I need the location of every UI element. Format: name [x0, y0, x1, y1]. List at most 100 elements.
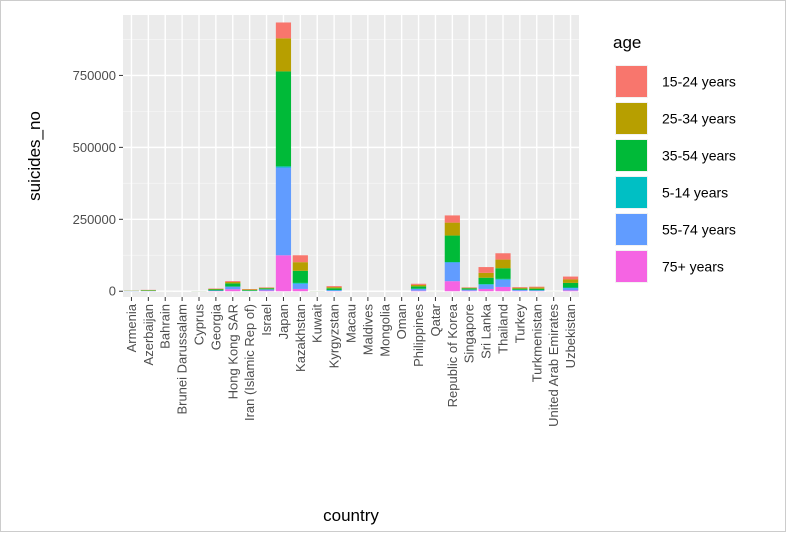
x-tick-label: Thailand — [496, 304, 511, 354]
x-tick-label: Kyrgyzstan — [327, 304, 342, 368]
x-tick-label: Maldives — [360, 304, 375, 356]
bar-segment — [327, 286, 342, 287]
bar-segment — [529, 289, 544, 290]
x-tick-label: Turkmenistan — [529, 304, 544, 382]
bar-segment — [242, 290, 257, 291]
bar-segment — [259, 288, 274, 289]
bar-segment — [276, 22, 291, 38]
x-axis-title: country — [323, 506, 379, 525]
bar-segment — [479, 289, 494, 291]
bar-segment — [411, 289, 426, 291]
y-tick-label: 750000 — [73, 68, 116, 83]
x-tick-label: Bahrain — [158, 304, 173, 349]
bar-segment — [276, 166, 291, 167]
bar-segment — [462, 288, 477, 289]
legend-swatch — [616, 177, 647, 208]
bar-segment — [293, 283, 308, 284]
x-tick-label: Republic of Korea — [445, 303, 460, 407]
x-tick-label: Mongolia — [377, 303, 392, 357]
bar-segment — [512, 288, 527, 289]
bar-segment — [495, 287, 510, 291]
bar-segment — [293, 271, 308, 283]
bar-segment — [327, 288, 342, 290]
bar-segment — [495, 280, 510, 287]
bar-segment — [445, 281, 460, 291]
bar-segment — [327, 287, 342, 288]
legend-label: 75+ years — [662, 259, 724, 275]
x-tick-label: Azerbaijan — [141, 304, 156, 365]
bar-segment — [495, 268, 510, 279]
bar-segment — [242, 290, 257, 291]
y-tick-label: 0 — [109, 284, 116, 299]
bar-segment — [495, 253, 510, 259]
bar-segment — [208, 289, 223, 290]
bar-segment — [293, 284, 308, 289]
legend-label: 35-54 years — [662, 148, 736, 164]
bar-segment — [293, 255, 308, 262]
x-tick-label: Sri Lanka — [479, 303, 494, 359]
bar-segment — [225, 289, 240, 291]
legend-label: 25-34 years — [662, 111, 736, 127]
legend-swatch — [616, 140, 647, 171]
bar-segment — [225, 282, 240, 283]
bar-segment — [563, 283, 578, 288]
bar-segment — [225, 281, 240, 282]
bar-segment — [512, 290, 527, 291]
bar-segment — [529, 287, 544, 288]
bar-segment — [208, 290, 223, 291]
bar-segment — [259, 288, 274, 289]
bar-segment — [512, 289, 527, 290]
bar-segment — [479, 284, 494, 285]
bar-segment — [411, 286, 426, 288]
x-tick-label: United Arab Emirates — [546, 304, 561, 427]
x-tick-label: Georgia — [208, 303, 223, 350]
x-tick-label: Macau — [344, 304, 359, 343]
bar-segment — [293, 262, 308, 271]
legend: age 15-24 years 25-34 years 35-54 years 5-1… — [613, 33, 736, 283]
x-tick-label: Qatar — [428, 303, 443, 336]
x-tick-label: Philippines — [411, 304, 426, 367]
y-tick-label: 500000 — [73, 140, 116, 155]
legend-swatch — [616, 251, 647, 282]
x-tick-label: Singapore — [462, 304, 477, 363]
bar-segment — [479, 273, 494, 278]
bar-segment — [512, 287, 527, 288]
legend-swatch — [616, 103, 647, 134]
bar-segment — [276, 71, 291, 166]
x-tick-label: Cyprus — [192, 304, 207, 346]
bar-segment — [479, 267, 494, 273]
bar-segment — [495, 279, 510, 280]
bar-segment — [479, 285, 494, 289]
bar-segment — [445, 262, 460, 281]
x-tick-label: Uzbekistan — [563, 304, 578, 368]
legend-label: 5-14 years — [662, 185, 728, 201]
bar-segment — [445, 236, 460, 262]
bar-segment — [563, 277, 578, 280]
bar-segment — [563, 279, 578, 282]
bar-segment — [208, 289, 223, 290]
legend-label: 15-24 years — [662, 74, 736, 90]
bar-segment — [462, 288, 477, 289]
bar-segment — [411, 284, 426, 285]
bar-segment — [225, 287, 240, 290]
legend-title: age — [613, 33, 641, 52]
x-tick-label: Armenia — [124, 303, 139, 352]
bar-segment — [479, 278, 494, 284]
bar-segment — [445, 223, 460, 236]
bar-segment — [563, 288, 578, 289]
x-tick-label: Hong Kong SAR — [225, 304, 240, 399]
bar-segment — [462, 291, 477, 292]
x-tick-label: Iran (Islamic Rep of) — [242, 304, 257, 421]
x-tick-label: Kuwait — [310, 304, 325, 343]
bar-segment — [445, 215, 460, 222]
bar-segment — [529, 288, 544, 289]
bar-segment — [327, 290, 342, 291]
bar-segment — [259, 291, 274, 292]
bar-segment — [259, 289, 274, 290]
bar-segment — [563, 288, 578, 290]
bar-segment — [276, 168, 291, 256]
